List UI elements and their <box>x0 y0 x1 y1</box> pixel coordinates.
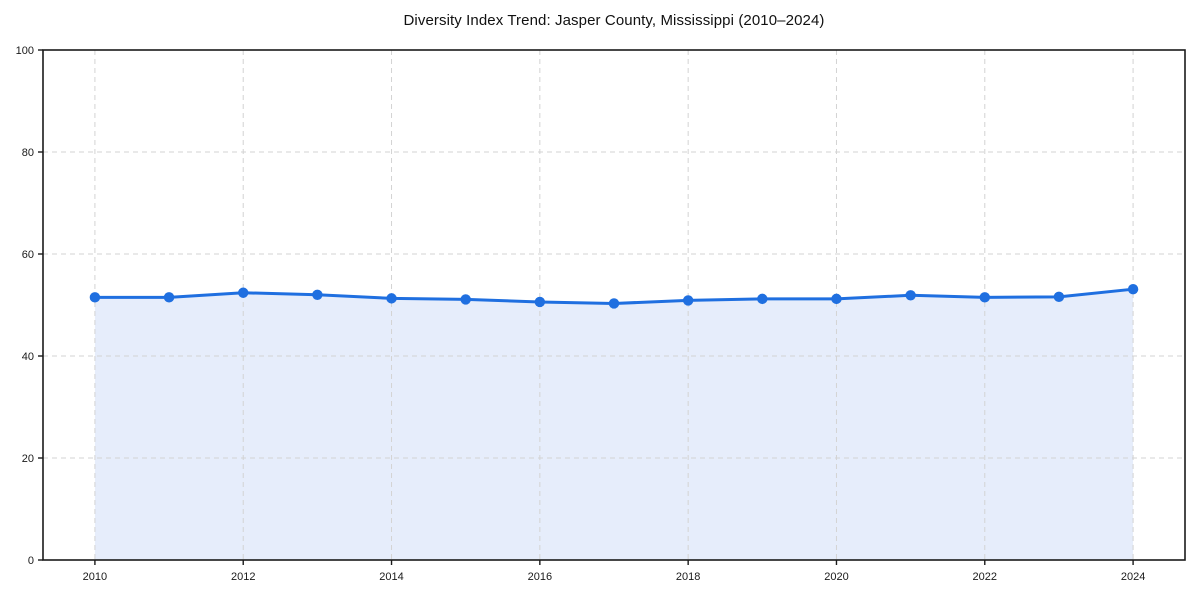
x-tick-label: 2024 <box>1121 571 1145 583</box>
x-tick-label: 2010 <box>83 571 107 583</box>
data-point-marker <box>460 294 471 305</box>
x-tick-label: 2018 <box>676 571 700 583</box>
y-tick-label: 100 <box>16 45 34 57</box>
data-point-marker <box>831 293 842 305</box>
area-fill <box>94 289 1134 560</box>
data-point-marker <box>608 298 620 309</box>
y-tick-label: 0 <box>28 555 34 567</box>
data-point-marker <box>757 293 768 305</box>
plot-border <box>42 49 1186 561</box>
y-tick-label: 80 <box>22 147 34 159</box>
chart-title: Diversity Index Trend: Jasper County, Mi… <box>403 12 825 29</box>
x-tick-label: 2016 <box>528 571 552 583</box>
data-point-marker <box>1127 283 1139 295</box>
data-point-marker <box>89 292 101 303</box>
data-point-marker <box>312 289 323 300</box>
data-point-marker <box>1053 291 1065 303</box>
data-point-marker <box>163 292 175 303</box>
data-point-marker <box>979 292 990 303</box>
y-tick-label: 60 <box>22 249 34 261</box>
y-tick-label: 20 <box>22 453 34 465</box>
data-point-marker <box>238 287 249 298</box>
x-tick-label: 2012 <box>231 571 255 583</box>
data-point-marker <box>682 295 694 306</box>
data-point-marker <box>386 293 397 304</box>
x-tick-label: 2020 <box>824 571 848 583</box>
y-tick-label: 40 <box>22 351 34 363</box>
data-point-marker <box>534 296 546 308</box>
x-tick-label: 2014 <box>379 571 403 583</box>
data-point-marker <box>905 290 916 301</box>
x-tick-label: 2022 <box>973 571 997 583</box>
